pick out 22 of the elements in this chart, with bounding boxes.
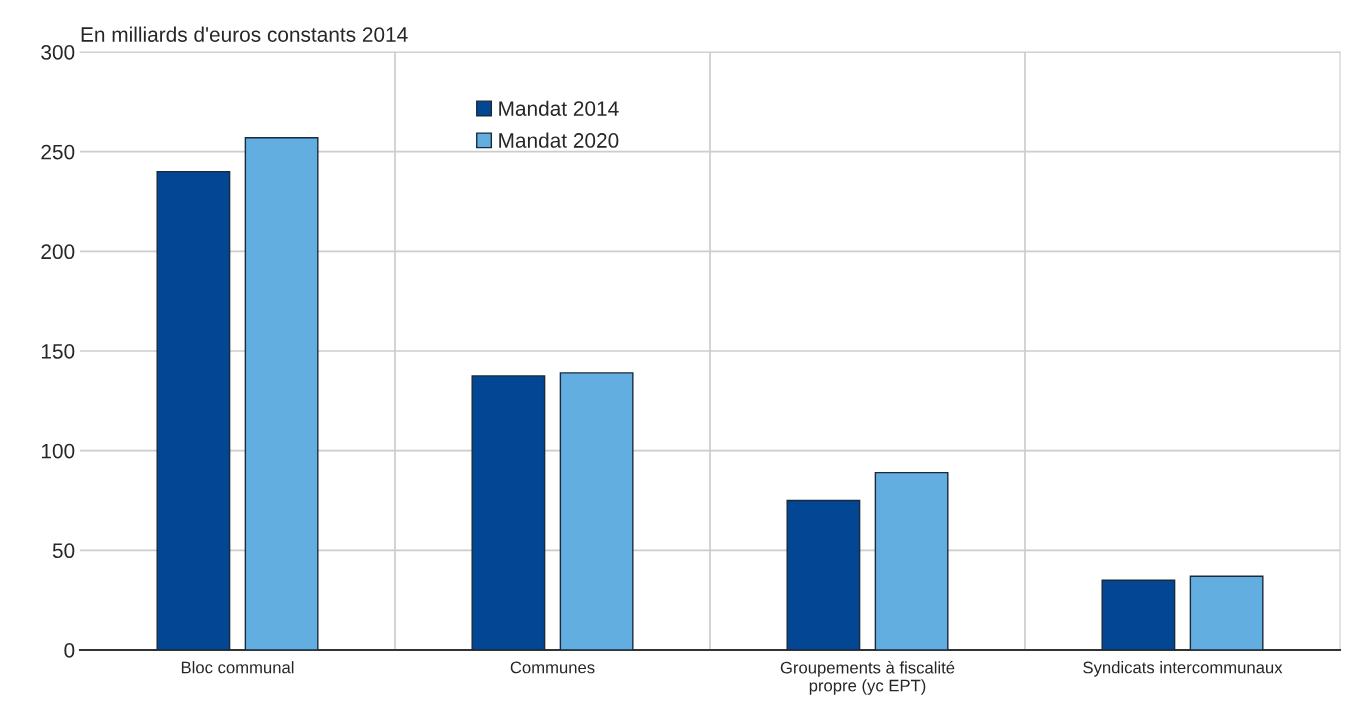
y-axis-title: En milliards d'euros constants 2014: [81, 26, 408, 42]
y-tick-label: 100: [41, 443, 75, 459]
y-tick-label: 0: [64, 643, 75, 658]
bar: [471, 375, 546, 650]
bar: [874, 471, 949, 650]
y-tick-label: 300: [41, 45, 75, 60]
y-tick-label: 250: [41, 144, 75, 160]
x-tick-label: Syndicats intercommunaux: [1083, 661, 1283, 677]
x-tick-label: Bloc communal: [181, 661, 294, 674]
x-tick-label: Groupements à fiscalité propre (yc EPT): [780, 661, 955, 695]
bar: [1101, 579, 1176, 650]
y-tick-label: 150: [41, 344, 75, 359]
y-tick-label: 50: [52, 543, 75, 559]
bar: [156, 170, 231, 650]
bar: [244, 137, 319, 650]
bar: [559, 372, 634, 650]
bar: [786, 499, 861, 650]
x-tick-label: Communes: [510, 661, 595, 674]
y-tick-label: 200: [41, 244, 75, 260]
bar: [1189, 575, 1264, 650]
legend-label: Mandat 2014: [499, 100, 619, 116]
legend-label: Mandat 2020: [499, 132, 619, 148]
